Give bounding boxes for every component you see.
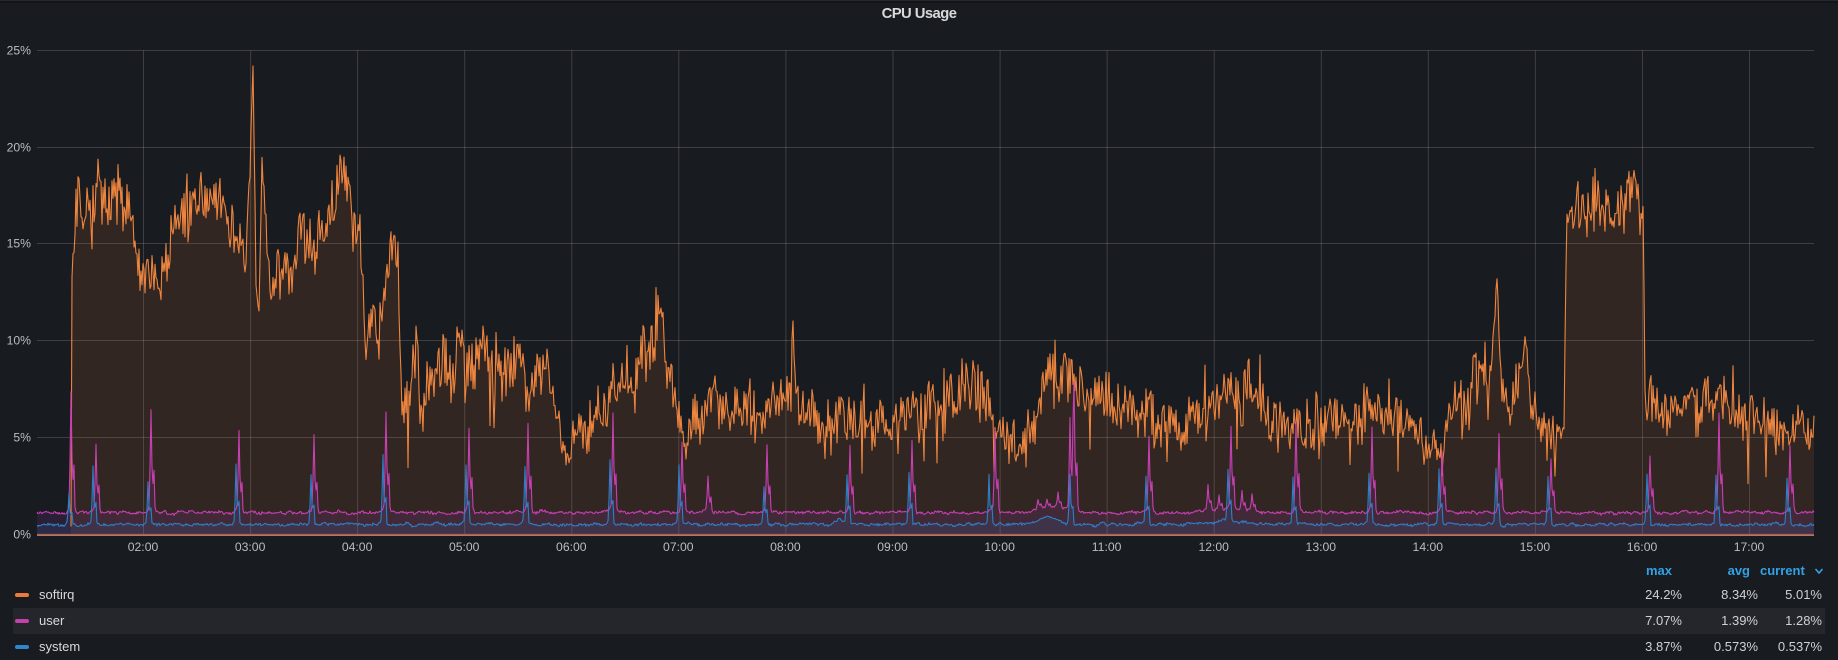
svg-text:16:00: 16:00 xyxy=(1627,540,1658,554)
svg-text:06:00: 06:00 xyxy=(556,540,587,554)
svg-text:0%: 0% xyxy=(13,528,31,542)
svg-text:09:00: 09:00 xyxy=(877,540,908,554)
svg-text:10:00: 10:00 xyxy=(984,540,1015,554)
svg-text:02:00: 02:00 xyxy=(128,540,159,554)
svg-text:10%: 10% xyxy=(7,334,32,348)
svg-text:25%: 25% xyxy=(7,44,32,58)
svg-text:12:00: 12:00 xyxy=(1198,540,1229,554)
svg-text:5%: 5% xyxy=(13,431,31,445)
svg-text:08:00: 08:00 xyxy=(770,540,801,554)
svg-text:17:00: 17:00 xyxy=(1734,540,1765,554)
svg-text:20%: 20% xyxy=(7,141,32,155)
svg-text:15%: 15% xyxy=(7,237,32,251)
svg-text:14:00: 14:00 xyxy=(1413,540,1444,554)
svg-text:07:00: 07:00 xyxy=(663,540,694,554)
svg-text:03:00: 03:00 xyxy=(235,540,266,554)
svg-text:04:00: 04:00 xyxy=(342,540,373,554)
svg-text:15:00: 15:00 xyxy=(1520,540,1551,554)
svg-text:11:00: 11:00 xyxy=(1092,540,1122,554)
svg-text:05:00: 05:00 xyxy=(449,540,480,554)
svg-text:13:00: 13:00 xyxy=(1306,540,1337,554)
